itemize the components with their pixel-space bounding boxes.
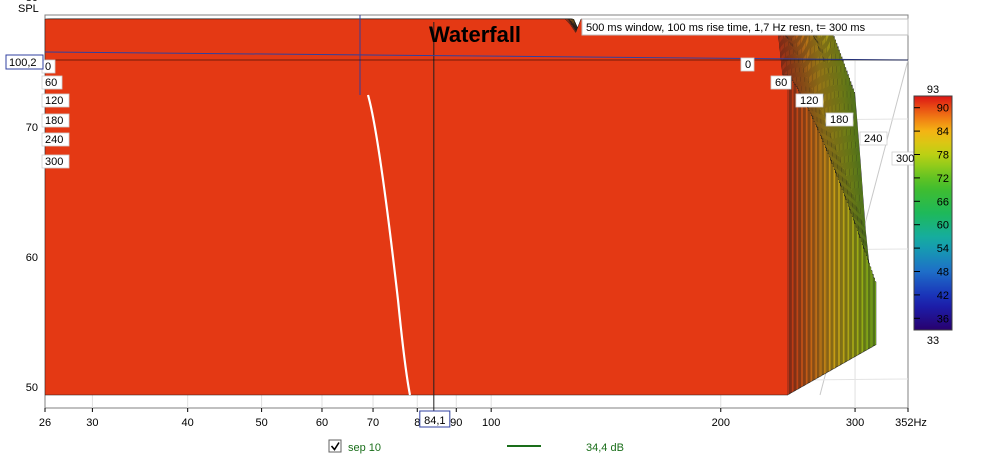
x-tick-label: 40 [182,417,194,429]
colorbar-tick-label: 54 [937,243,949,255]
time-tick-box [825,112,854,127]
spl-cursor[interactable] [44,51,909,61]
frequency-cursor-readout-box [419,410,451,428]
x-tick-label: 60 [316,417,328,429]
time-tick-left-label: 180 [45,115,63,127]
legend-checkbox[interactable] [328,439,342,453]
y-tick-label: 70 [26,122,38,134]
time-tick-box [859,131,888,146]
time-tick-left-label: 300 [45,156,63,168]
time-tick-label: 180 [830,114,848,126]
colorbar-tick-label: 48 [937,267,949,279]
time-tick-left-box [41,75,63,90]
time-tick-box [770,75,792,90]
time-tick-box [740,57,755,72]
time-tick-left-label: 120 [45,95,63,107]
x-tick-label: 30 [86,417,98,429]
y-tick-label: 50 [26,382,38,394]
x-tick-label: 100 [482,417,500,429]
x-tick-label: 300 [846,417,864,429]
spl-cursor-readout: 100,2 [9,57,37,69]
time-tick-left-box [41,93,70,108]
legend-series-value: 34,4 dB [586,442,624,454]
x-tick-label: 8 [414,417,420,429]
legend-series-name: sep 10 [348,442,381,454]
time-tick-label: 0 [745,59,751,71]
x-tick-label: 352Hz [895,417,927,429]
info-text: 500 ms window, 100 ms rise time, 1,7 Hz … [586,22,866,34]
colorbar-tick-label: 78 [937,150,949,162]
frequency-cursor-readout: 84,1 [424,415,445,427]
colorbar-tick-label: 42 [937,290,949,302]
colorbar-tick-label: 72 [937,173,949,185]
y-tick-label: 80 [26,0,38,4]
waterfall-slice [44,18,789,396]
colorbar-max-label: 93 [927,84,939,96]
x-tick-label: 70 [367,417,379,429]
waterfall-slices [44,18,877,396]
colorbar [913,95,953,331]
chart-title: Waterfall [429,22,521,47]
colorbar-tick-label: 66 [937,196,949,208]
colorbar-tick-label: 90 [937,103,949,115]
x-tick-label: 90 [450,417,462,429]
time-tick-label: 60 [775,77,787,89]
time-tick-left-label: 0 [45,61,51,73]
time-tick-left-box [41,132,70,147]
time-tick-left-label: 240 [45,134,63,146]
time-tick-left-box [41,113,70,128]
time-tick-label: 240 [864,133,882,145]
time-tick-label: 300 [896,153,914,165]
time-tick-left-label: 60 [45,77,57,89]
time-tick-box [795,93,824,108]
x-tick-label: 200 [712,417,730,429]
info-box [581,18,909,36]
time-tick-label: 120 [800,95,818,107]
time-tick-left-box [41,154,70,169]
y-axis-label: SPL [18,3,39,15]
x-tick-label: 50 [255,417,267,429]
y-tick-label: 60 [26,252,38,264]
colorbar-min-label: 33 [927,335,939,347]
cursor-slice-trace [366,94,412,396]
spl-cursor-readout-box [5,54,44,70]
colorbar-tick-label: 36 [937,313,949,325]
colorbar-tick-label: 84 [937,126,949,138]
checkmark-icon [330,442,340,451]
colorbar-tick-label: 60 [937,220,949,232]
x-tick-label: 26 [39,417,51,429]
